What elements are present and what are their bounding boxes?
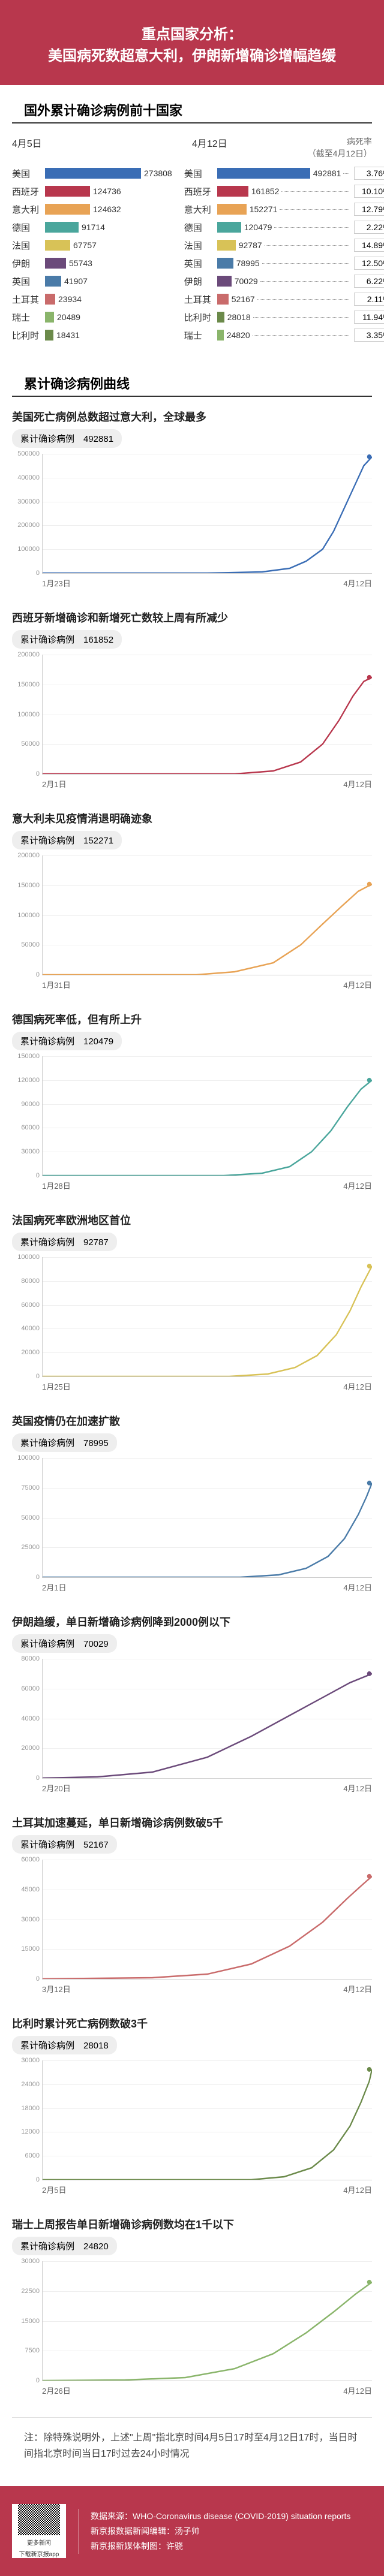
x-start: 2月1日 [42, 778, 66, 790]
chart-tag: 累计确诊病例 24820 [12, 2237, 117, 2255]
bar-row: 瑞士248203.35% [184, 329, 384, 342]
x-end: 4月12日 [343, 1180, 372, 1191]
chart-title: 法国病死率欧洲地区首位 [12, 1212, 372, 1228]
chart-tag: 累计确诊病例 492881 [12, 429, 122, 448]
footnote: 注：除特殊说明外，上述"上周"指北京时间4月5日17时至4月12日17时，当日时… [12, 2417, 372, 2474]
chart-tag: 累计确诊病例 92787 [12, 1233, 117, 1251]
chart-area: 0250005000075000100000 [42, 1458, 372, 1578]
x-start: 3月12日 [42, 1983, 71, 1994]
chart-tag: 累计确诊病例 52167 [12, 1835, 117, 1854]
footer: 更多新闻 下载新京报app 数据来源：WHO-Coronavirus disea… [0, 2486, 384, 2576]
x-end: 4月12日 [343, 2385, 372, 2396]
section1-title: 国外累计确诊病例前十国家 [12, 85, 372, 123]
chart-area: 0300006000090000120000150000 [42, 1056, 372, 1176]
bar-row: 英国41907 [12, 275, 172, 288]
chart-title: 英国疫情仍在加速扩散 [12, 1413, 372, 1429]
chart-area: 020000400006000080000100000 [42, 1257, 372, 1377]
bar-row: 法国67757 [12, 239, 172, 252]
bar-row: 伊朗55743 [12, 257, 172, 270]
chart-block: 伊朗趋缓，单日新增确诊病例降到2000例以下累计确诊病例 70029 020000… [12, 1614, 372, 1794]
chart-tag: 累计确诊病例 120479 [12, 1032, 122, 1050]
x-end: 4月12日 [343, 1381, 372, 1392]
top10-block: 4月5日 4月12日 病死率 （截至4月12日） 美国273808 西班牙1247… [0, 135, 384, 358]
header: 重点国家分析： 美国病死数超意大利，伊朗新增确诊增幅趋缓 [0, 0, 384, 85]
chart-area: 050000100000150000200000 [42, 655, 372, 775]
bar-row: 美国4928813.76% [184, 167, 384, 180]
chart-block: 英国疫情仍在加速扩散累计确诊病例 78995 025000500007500010… [12, 1413, 372, 1593]
chart-area: 015000300004500060000 [42, 1860, 372, 1980]
x-end: 4月12日 [343, 979, 372, 990]
chart-tag: 累计确诊病例 70029 [12, 1634, 117, 1653]
chart-tag: 累计确诊病例 28018 [12, 2036, 117, 2054]
chart-title: 西班牙新增确诊和新增死亡数较上周有所减少 [12, 610, 372, 625]
chart-title: 伊朗趋缓，单日新增确诊病例降到2000例以下 [12, 1614, 372, 1629]
chart-tag: 累计确诊病例 78995 [12, 1433, 117, 1452]
bar-row: 比利时18431 [12, 329, 172, 342]
chart-block: 土耳其加速蔓延，单日新增确诊病例数破5千累计确诊病例 52167 01500030… [12, 1815, 372, 1994]
chart-block: 瑞士上周报告单日新增确诊病例数均在1千以下累计确诊病例 24820 0750015… [12, 2216, 372, 2396]
header-line2: 美国病死数超意大利，伊朗新增确诊增幅趋缓 [48, 48, 336, 64]
x-end: 4月12日 [343, 1782, 372, 1794]
x-end: 4月12日 [343, 2184, 372, 2195]
bar-row: 瑞士20489 [12, 311, 172, 324]
x-end: 4月12日 [343, 1983, 372, 1994]
bar-row: 德国1204792.22% [184, 221, 384, 234]
rate-label: 病死率 （截至4月12日） [308, 135, 372, 159]
x-end: 4月12日 [343, 1581, 372, 1593]
bar-row: 西班牙16185210.10% [184, 185, 384, 198]
chart-block: 西班牙新增确诊和新增死亡数较上周有所减少累计确诊病例 161852 0500001… [12, 610, 372, 790]
bar-row: 意大利124632 [12, 203, 172, 216]
header-line1: 重点国家分析： [142, 26, 242, 43]
bar-row: 土耳其23934 [12, 293, 172, 306]
bar-row: 土耳其521672.11% [184, 293, 384, 306]
chart-title: 瑞士上周报告单日新增确诊病例数均在1千以下 [12, 2216, 372, 2232]
chart-tag: 累计确诊病例 161852 [12, 630, 122, 649]
charts-container: 美国死亡病例总数超过意大利，全球最多累计确诊病例 492881 010000020… [0, 409, 384, 2396]
chart-block: 美国死亡病例总数超过意大利，全球最多累计确诊病例 492881 010000020… [12, 409, 372, 589]
x-start: 1月28日 [42, 1180, 71, 1191]
chart-area: 0600012000180002400030000 [42, 2060, 372, 2180]
chart-area: 0100000200000300000400000500000 [42, 454, 372, 574]
x-end: 4月12日 [343, 778, 372, 790]
chart-block: 德国病死率低，但有所上升累计确诊病例 120479 030000600009000… [12, 1011, 372, 1191]
x-start: 1月23日 [42, 577, 71, 589]
chart-title: 比利时累计死亡病例数破3千 [12, 2015, 372, 2031]
x-start: 2月5日 [42, 2184, 66, 2195]
chart-tag: 累计确诊病例 152271 [12, 831, 122, 849]
bar-row: 伊朗700296.22% [184, 275, 384, 288]
date-right: 4月12日 [192, 135, 308, 159]
bar-row: 英国7899512.50% [184, 257, 384, 270]
bar-row: 意大利15227112.79% [184, 203, 384, 216]
bar-row: 德国91714 [12, 221, 172, 234]
chart-title: 美国死亡病例总数超过意大利，全球最多 [12, 409, 372, 424]
qr-code: 更多新闻 下载新京报app [12, 2504, 66, 2558]
chart-block: 法国病死率欧洲地区首位累计确诊病例 92787 02000040000600008… [12, 1212, 372, 1392]
bar-row: 法国9278714.89% [184, 239, 384, 252]
chart-area: 07500150002250030000 [42, 2261, 372, 2381]
chart-area: 050000100000150000200000 [42, 855, 372, 975]
chart-area: 020000400006000080000 [42, 1659, 372, 1779]
x-start: 2月1日 [42, 1581, 66, 1593]
section2-title: 累计确诊病例曲线 [12, 358, 372, 397]
chart-title: 德国病死率低，但有所上升 [12, 1011, 372, 1027]
bar-row: 比利时2801811.94% [184, 311, 384, 324]
x-start: 2月20日 [42, 1782, 71, 1794]
credits: 数据来源：WHO-Coronavirus disease (COVID-2019… [78, 2509, 350, 2554]
bar-row: 美国273808 [12, 167, 172, 180]
x-start: 1月25日 [42, 1381, 71, 1392]
chart-title: 意大利未见疫情消退明确迹象 [12, 811, 372, 826]
chart-block: 意大利未见疫情消退明确迹象累计确诊病例 152271 05000010000015… [12, 811, 372, 990]
x-start: 1月31日 [42, 979, 71, 990]
x-end: 4月12日 [343, 577, 372, 589]
date-left: 4月5日 [12, 135, 192, 159]
chart-block: 比利时累计死亡病例数破3千累计确诊病例 28018 060001200018000… [12, 2015, 372, 2195]
bar-row: 西班牙124736 [12, 185, 172, 198]
x-start: 2月26日 [42, 2385, 71, 2396]
chart-title: 土耳其加速蔓延，单日新增确诊病例数破5千 [12, 1815, 372, 1830]
